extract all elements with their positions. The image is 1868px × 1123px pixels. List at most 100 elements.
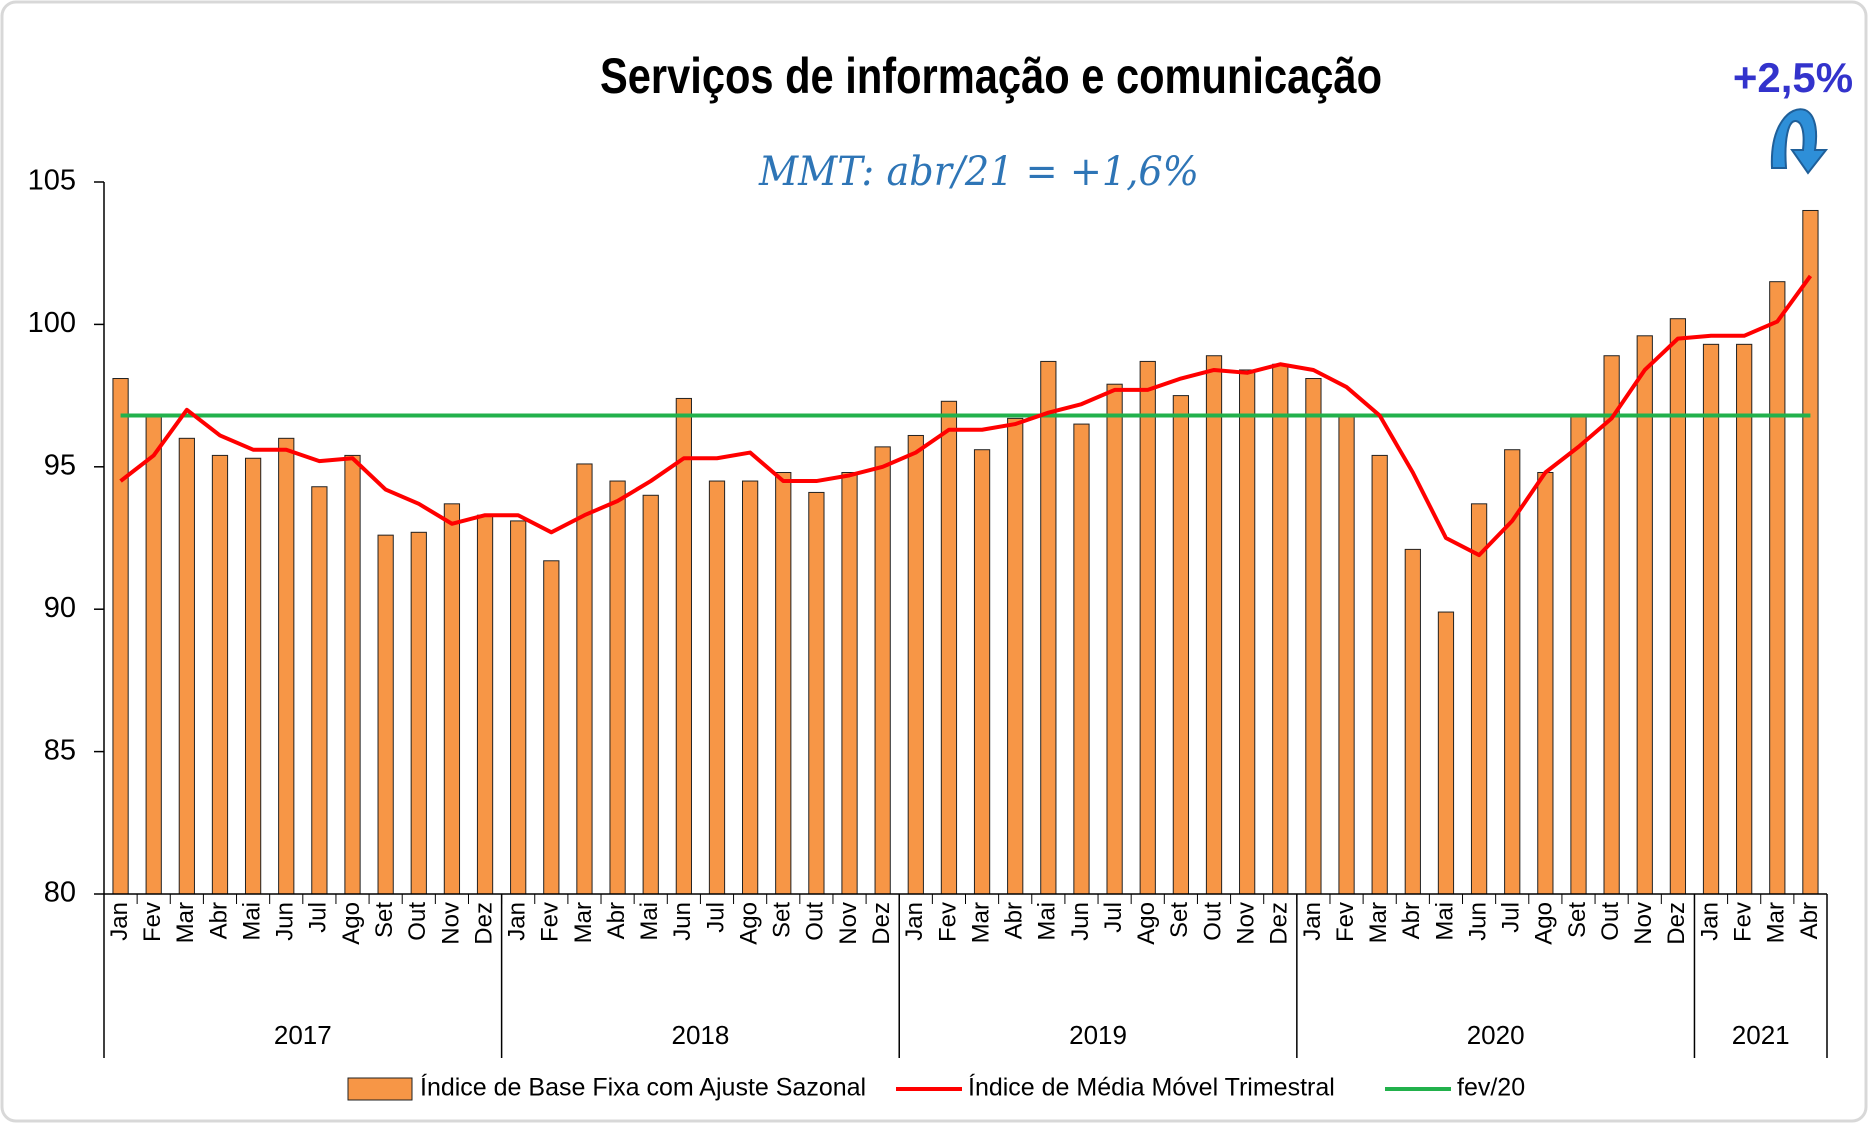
bar xyxy=(311,486,328,895)
bar xyxy=(377,534,394,895)
x-tick-label: Jul xyxy=(1498,902,1525,933)
bar xyxy=(178,437,195,895)
x-tick-label: Jan xyxy=(106,902,133,941)
legend-swatch xyxy=(347,1077,413,1101)
x-tick-label: Jan xyxy=(504,902,531,941)
bar xyxy=(1139,360,1156,895)
x-tick-label: Fev xyxy=(139,902,166,942)
x-tick-label: Set xyxy=(371,902,398,938)
x-tick-label: Mai xyxy=(238,902,265,941)
x-tick-label: Nov xyxy=(1630,902,1657,945)
bar xyxy=(874,446,891,895)
x-tick-label: Fev xyxy=(934,902,961,942)
bar xyxy=(675,397,692,895)
bar xyxy=(1470,503,1488,895)
bar xyxy=(1669,318,1687,895)
x-tick-label: Fev xyxy=(1332,902,1359,942)
bar xyxy=(278,437,295,895)
group-label: 2019 xyxy=(1069,1020,1127,1050)
x-tick-label: Fev xyxy=(1730,902,1757,942)
x-tick-label: Jul xyxy=(702,902,729,933)
x-tick-label: Jul xyxy=(1100,902,1127,933)
group-label: 2017 xyxy=(274,1020,332,1050)
bar xyxy=(1736,343,1753,895)
bar xyxy=(940,400,958,895)
x-tick-label: Out xyxy=(1597,902,1624,941)
x-tick-label: Set xyxy=(769,902,796,938)
bar xyxy=(510,520,527,895)
x-tick-label: Jan xyxy=(1299,902,1326,941)
bar xyxy=(642,494,659,895)
x-tick-label: Abr xyxy=(1796,902,1823,939)
bar xyxy=(907,434,924,895)
x-tick-label: Nov xyxy=(1232,902,1259,945)
legend-label: Índice de Base Fixa com Ajuste Sazonal xyxy=(420,1073,866,1102)
bar xyxy=(1205,355,1223,895)
chart-title: Serviços de informação e comunicação xyxy=(600,48,1382,104)
x-tick-label: Abr xyxy=(205,902,232,939)
x-tick-label: Abr xyxy=(603,902,630,939)
bar xyxy=(1073,423,1090,895)
bar xyxy=(775,471,792,895)
x-tick-label: Mar xyxy=(967,902,994,943)
bar xyxy=(1570,415,1587,895)
bar xyxy=(543,560,560,895)
x-tick-label: Mai xyxy=(636,902,663,941)
x-tick-label: Jun xyxy=(272,902,299,941)
bar xyxy=(808,491,825,895)
bar xyxy=(1371,454,1388,895)
bar xyxy=(1404,548,1421,895)
bar xyxy=(973,449,991,895)
bar xyxy=(112,378,129,895)
bar xyxy=(211,454,229,895)
bar xyxy=(1537,471,1554,895)
subtitle: MMT: abr/21 = +1,6% xyxy=(758,149,1199,195)
bar xyxy=(1305,378,1322,895)
group-label: 2020 xyxy=(1467,1020,1525,1050)
x-tick-label: Out xyxy=(1199,902,1226,941)
group-label: 2021 xyxy=(1732,1020,1790,1050)
bar xyxy=(1040,360,1057,895)
y-tick-label: 90 xyxy=(44,592,76,624)
y-tick-label: 95 xyxy=(44,449,76,481)
x-tick-label: Jun xyxy=(1067,902,1094,941)
x-tick-label: Ago xyxy=(1531,902,1558,945)
x-tick-label: Mar xyxy=(1763,902,1790,943)
y-tick-label: 85 xyxy=(44,734,76,766)
bar xyxy=(1007,417,1024,895)
x-tick-label: Mar xyxy=(1365,902,1392,943)
bar xyxy=(344,454,361,895)
x-tick-label: Mai xyxy=(1034,902,1061,941)
curved-arrow xyxy=(1770,108,1829,175)
x-tick-label: Jun xyxy=(1464,902,1491,941)
bar xyxy=(1603,355,1620,895)
x-tick-label: Mar xyxy=(570,902,597,943)
x-tick-label: Out xyxy=(802,902,829,941)
bar xyxy=(576,463,593,895)
x-tick-label: Nov xyxy=(835,902,862,945)
bar xyxy=(1636,335,1653,895)
x-tick-label: Set xyxy=(1166,902,1193,938)
x-tick-label: Jul xyxy=(305,902,332,933)
x-tick-label: Dez xyxy=(470,902,497,945)
line xyxy=(119,274,1813,558)
bar xyxy=(1239,369,1256,895)
bar xyxy=(443,503,461,895)
x-tick-label: Ago xyxy=(1133,902,1160,945)
bar xyxy=(609,480,626,895)
y-tick-label: 80 xyxy=(44,877,76,909)
bar xyxy=(1802,209,1819,895)
bar xyxy=(145,415,162,895)
x-tick-label: Abr xyxy=(1398,902,1425,939)
bar xyxy=(841,471,858,895)
x-tick-label: Jun xyxy=(669,902,696,941)
x-tick-label: Jan xyxy=(901,902,928,941)
x-tick-label: Ago xyxy=(735,902,762,945)
x-tick-label: Mar xyxy=(172,902,199,943)
bar xyxy=(1272,363,1289,895)
bar xyxy=(1769,281,1786,895)
x-tick-label: Out xyxy=(404,902,431,941)
bar xyxy=(742,480,759,895)
